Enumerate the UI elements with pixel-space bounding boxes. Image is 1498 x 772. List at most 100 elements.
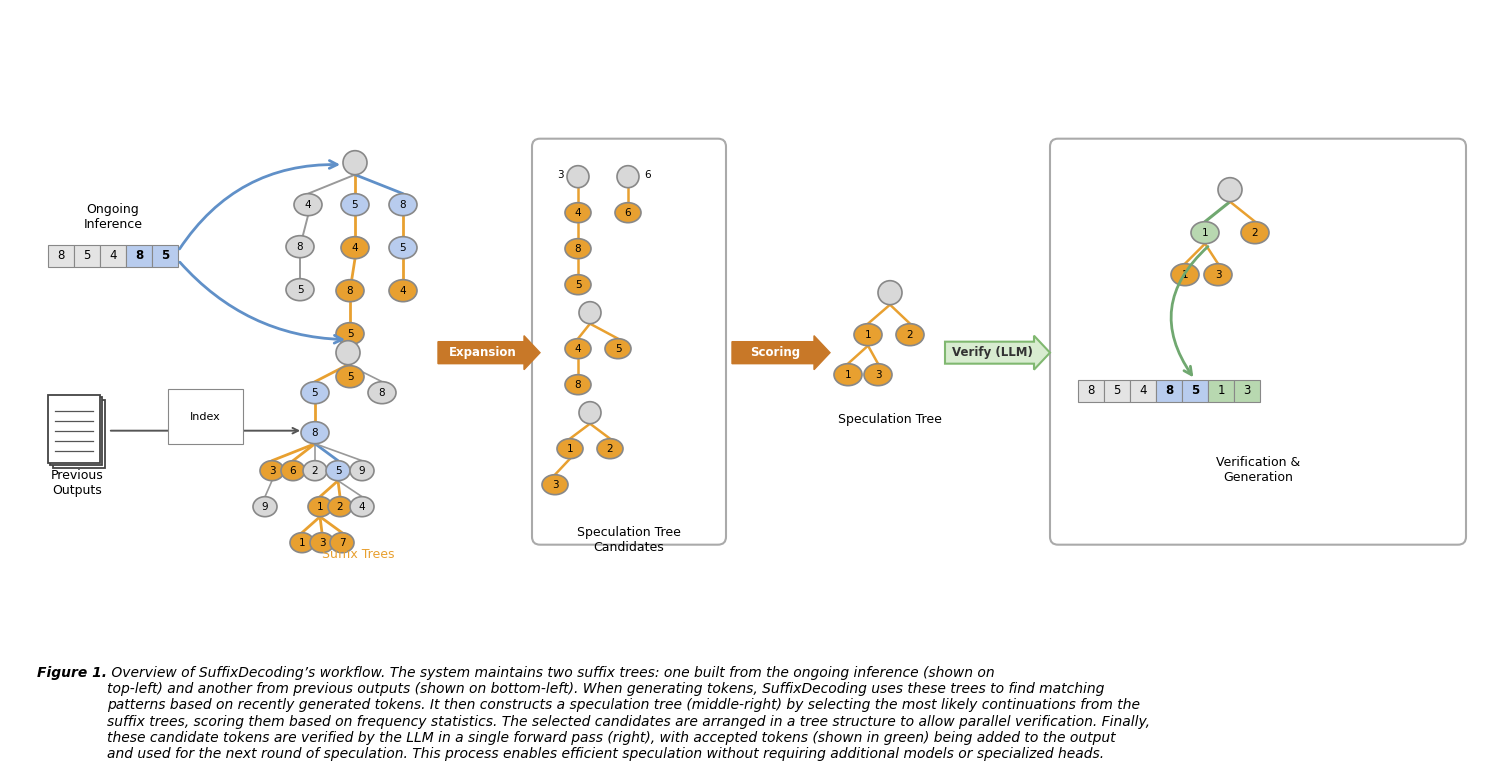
Text: 5: 5 bbox=[312, 388, 318, 398]
Text: 8: 8 bbox=[312, 428, 318, 438]
Ellipse shape bbox=[389, 279, 416, 302]
Ellipse shape bbox=[616, 203, 641, 222]
Text: Verification &
Generation: Verification & Generation bbox=[1216, 455, 1300, 484]
Ellipse shape bbox=[303, 461, 327, 481]
FancyBboxPatch shape bbox=[1050, 139, 1467, 545]
FancyArrow shape bbox=[945, 336, 1050, 370]
Text: 3: 3 bbox=[557, 170, 563, 180]
Ellipse shape bbox=[336, 323, 364, 344]
FancyBboxPatch shape bbox=[151, 245, 178, 266]
Text: Previous
Outputs: Previous Outputs bbox=[51, 469, 103, 496]
Ellipse shape bbox=[1240, 222, 1269, 244]
Text: 1: 1 bbox=[566, 444, 574, 454]
Text: 8: 8 bbox=[1165, 384, 1173, 397]
Circle shape bbox=[878, 281, 902, 305]
Text: 1: 1 bbox=[864, 330, 872, 340]
Text: 1: 1 bbox=[845, 370, 851, 380]
Text: Scoring: Scoring bbox=[750, 346, 800, 359]
FancyBboxPatch shape bbox=[532, 139, 727, 545]
Text: 8: 8 bbox=[346, 286, 354, 296]
FancyArrowPatch shape bbox=[1171, 246, 1207, 375]
Text: 1: 1 bbox=[298, 537, 306, 547]
Circle shape bbox=[580, 401, 601, 424]
FancyBboxPatch shape bbox=[52, 400, 105, 468]
Ellipse shape bbox=[565, 339, 592, 359]
Text: 8: 8 bbox=[135, 249, 144, 262]
Text: 4: 4 bbox=[352, 242, 358, 252]
Ellipse shape bbox=[351, 461, 374, 481]
Ellipse shape bbox=[328, 496, 352, 516]
FancyBboxPatch shape bbox=[100, 245, 126, 266]
Ellipse shape bbox=[310, 533, 334, 553]
Text: 5: 5 bbox=[84, 249, 91, 262]
Ellipse shape bbox=[330, 533, 354, 553]
Text: 8: 8 bbox=[379, 388, 385, 398]
Text: Index: Index bbox=[190, 411, 220, 422]
Ellipse shape bbox=[565, 374, 592, 394]
Text: 2: 2 bbox=[337, 502, 343, 512]
Text: 3: 3 bbox=[268, 466, 276, 476]
Text: 3: 3 bbox=[551, 479, 559, 489]
FancyBboxPatch shape bbox=[1129, 380, 1156, 401]
FancyBboxPatch shape bbox=[1234, 380, 1260, 401]
FancyBboxPatch shape bbox=[48, 394, 100, 462]
Ellipse shape bbox=[565, 239, 592, 259]
Ellipse shape bbox=[598, 438, 623, 459]
Text: 9: 9 bbox=[262, 502, 268, 512]
Ellipse shape bbox=[542, 475, 568, 495]
Ellipse shape bbox=[351, 496, 374, 516]
Text: 8: 8 bbox=[1088, 384, 1095, 397]
Ellipse shape bbox=[565, 275, 592, 295]
Ellipse shape bbox=[864, 364, 891, 386]
Text: Ongoing
Inference: Ongoing Inference bbox=[84, 203, 142, 231]
Ellipse shape bbox=[342, 237, 369, 259]
Text: 5: 5 bbox=[334, 466, 342, 476]
Text: 8: 8 bbox=[400, 200, 406, 210]
Text: Speculation Tree
Candidates: Speculation Tree Candidates bbox=[577, 526, 682, 554]
Circle shape bbox=[343, 151, 367, 174]
Text: 5: 5 bbox=[1113, 384, 1121, 397]
Ellipse shape bbox=[605, 339, 631, 359]
Ellipse shape bbox=[1171, 264, 1198, 286]
Ellipse shape bbox=[301, 381, 330, 404]
Circle shape bbox=[580, 302, 601, 323]
Text: Overview of SuffixDecoding’s workflow. The system maintains two suffix trees: on: Overview of SuffixDecoding’s workflow. T… bbox=[108, 666, 1150, 761]
Text: 6: 6 bbox=[644, 170, 652, 180]
FancyBboxPatch shape bbox=[1182, 380, 1207, 401]
FancyBboxPatch shape bbox=[49, 397, 102, 465]
Text: Suffix Trees: Suffix Trees bbox=[322, 548, 394, 561]
Text: 1: 1 bbox=[1201, 228, 1209, 238]
Text: 8: 8 bbox=[297, 242, 303, 252]
FancyBboxPatch shape bbox=[1156, 380, 1182, 401]
Ellipse shape bbox=[565, 203, 592, 222]
Ellipse shape bbox=[301, 422, 330, 444]
FancyBboxPatch shape bbox=[1207, 380, 1234, 401]
Text: 5: 5 bbox=[614, 344, 622, 354]
FancyArrowPatch shape bbox=[180, 262, 342, 343]
Ellipse shape bbox=[557, 438, 583, 459]
Ellipse shape bbox=[342, 194, 369, 215]
Ellipse shape bbox=[336, 279, 364, 302]
Text: 3: 3 bbox=[875, 370, 881, 380]
Text: 2: 2 bbox=[1252, 228, 1258, 238]
Ellipse shape bbox=[389, 194, 416, 215]
Ellipse shape bbox=[1191, 222, 1219, 244]
FancyBboxPatch shape bbox=[1104, 380, 1129, 401]
Ellipse shape bbox=[309, 496, 333, 516]
Ellipse shape bbox=[291, 533, 315, 553]
Text: 4: 4 bbox=[304, 200, 312, 210]
Ellipse shape bbox=[896, 323, 924, 346]
Ellipse shape bbox=[327, 461, 351, 481]
Text: 3: 3 bbox=[319, 537, 325, 547]
Text: 4: 4 bbox=[575, 344, 581, 354]
Text: 2: 2 bbox=[312, 466, 318, 476]
Circle shape bbox=[568, 166, 589, 188]
Ellipse shape bbox=[336, 366, 364, 388]
Text: 3: 3 bbox=[1215, 269, 1221, 279]
FancyBboxPatch shape bbox=[126, 245, 151, 266]
Ellipse shape bbox=[286, 235, 315, 258]
Text: 9: 9 bbox=[358, 466, 366, 476]
Text: Expansion: Expansion bbox=[449, 346, 517, 359]
FancyArrowPatch shape bbox=[180, 161, 337, 249]
Circle shape bbox=[617, 166, 640, 188]
